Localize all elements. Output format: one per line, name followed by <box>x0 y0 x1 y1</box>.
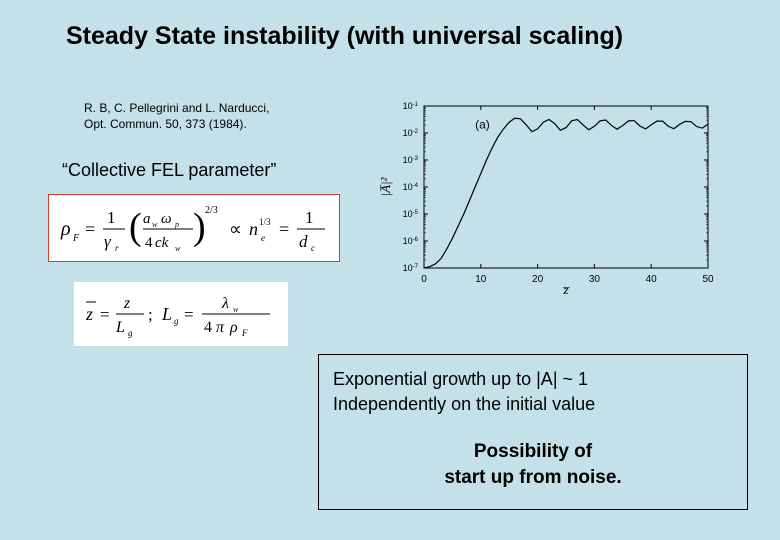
svg-text:(: ( <box>129 206 142 248</box>
svg-text:d: d <box>299 232 308 251</box>
summary-line-2: Independently on the initial value <box>333 392 733 417</box>
slide-title: Steady State instability (with universal… <box>66 22 623 51</box>
svg-text:γ: γ <box>104 232 112 251</box>
growth-chart-svg: 0 10 20 30 40 50 10-7 10-6 10-5 10-4 10-3 10-2 10-1 (… <box>378 98 718 298</box>
formula-zbar-box: z = z L g ; L g = λ w 4 π ρ F <box>74 282 288 346</box>
formula-rho-box: ρ F = 1 γ r ( a w ω p 4 ck w ) 2/3 ∝ n 1… <box>48 194 340 262</box>
svg-text:20: 20 <box>532 274 544 285</box>
svg-text:ρ: ρ <box>60 218 71 240</box>
svg-text:g: g <box>128 328 133 338</box>
formula-rho-svg: ρ F = 1 γ r ( a w ω p 4 ck w ) 2/3 ∝ n 1… <box>49 195 339 261</box>
svg-text:∝: ∝ <box>229 219 242 239</box>
svg-text:10-5: 10-5 <box>403 209 419 219</box>
svg-text:10-2: 10-2 <box>403 128 419 138</box>
svg-text:p: p <box>174 220 179 229</box>
emphasis-line-1: Possibility of <box>333 439 733 465</box>
svg-text:|A̅|²: |A̅|² <box>378 176 393 196</box>
svg-text:;: ; <box>148 305 153 324</box>
formula-zbar-svg: z = z L g ; L g = λ w 4 π ρ F <box>74 282 288 346</box>
citation-block: R. B, C. Pellegrini and L. Narducci, Opt… <box>84 100 269 132</box>
svg-text:=: = <box>100 305 110 324</box>
svg-text:n: n <box>249 219 258 239</box>
svg-text:0: 0 <box>421 274 427 285</box>
svg-text:λ: λ <box>221 295 229 312</box>
svg-text:r: r <box>115 243 119 253</box>
svg-text:ρ: ρ <box>229 319 238 336</box>
svg-text:ω: ω <box>161 211 172 227</box>
svg-text:w: w <box>152 220 158 229</box>
svg-text:50: 50 <box>702 274 714 285</box>
svg-text:z: z <box>123 295 131 312</box>
svg-text:e: e <box>261 233 265 243</box>
svg-text:10-6: 10-6 <box>403 236 419 246</box>
svg-text:ck: ck <box>155 235 169 251</box>
svg-text:30: 30 <box>589 274 601 285</box>
svg-text:z̅: z̅ <box>562 282 569 297</box>
svg-text:a: a <box>143 211 151 227</box>
svg-text:10-7: 10-7 <box>403 263 419 273</box>
svg-text:10-4: 10-4 <box>403 182 419 192</box>
svg-text:1/3: 1/3 <box>259 217 271 227</box>
svg-text:40: 40 <box>646 274 658 285</box>
svg-text:2/3: 2/3 <box>205 205 218 216</box>
summary-text-box: Exponential growth up to |A| ~ 1 Indepen… <box>318 354 748 510</box>
emphasis-line-2: start up from noise. <box>333 465 733 491</box>
svg-text:4: 4 <box>204 319 212 336</box>
svg-text:c: c <box>311 243 315 253</box>
svg-text:z: z <box>85 304 93 324</box>
summary-line-1: Exponential growth up to |A| ~ 1 <box>333 367 733 392</box>
svg-text:w: w <box>233 305 239 314</box>
svg-text:L: L <box>115 319 125 336</box>
svg-text:w: w <box>175 244 181 253</box>
svg-text:10: 10 <box>475 274 487 285</box>
svg-text:L: L <box>161 304 172 324</box>
growth-chart: 0 10 20 30 40 50 10-7 10-6 10-5 10-4 10-3 10-2 10-1 (… <box>378 98 718 298</box>
svg-text:F: F <box>72 233 80 244</box>
svg-text:g: g <box>174 316 179 326</box>
citation-line-1: R. B, C. Pellegrini and L. Narducci, <box>84 100 269 116</box>
svg-text:4: 4 <box>145 235 153 251</box>
svg-text:=: = <box>184 305 194 324</box>
svg-text:1: 1 <box>305 208 314 227</box>
summary-emphasis: Possibility of start up from noise. <box>333 439 733 490</box>
svg-text:1: 1 <box>107 208 116 227</box>
collective-fel-label: “Collective FEL parameter” <box>62 160 276 181</box>
svg-text:F: F <box>241 328 248 338</box>
svg-text:10-3: 10-3 <box>403 155 419 165</box>
svg-text:=: = <box>85 219 95 239</box>
svg-text:10-1: 10-1 <box>403 101 419 111</box>
svg-text:): ) <box>193 206 206 248</box>
citation-line-2: Opt. Commun. 50, 373 (1984). <box>84 116 269 132</box>
svg-text:π: π <box>216 319 225 336</box>
svg-text:(a): (a) <box>475 118 490 132</box>
svg-text:=: = <box>279 219 289 239</box>
